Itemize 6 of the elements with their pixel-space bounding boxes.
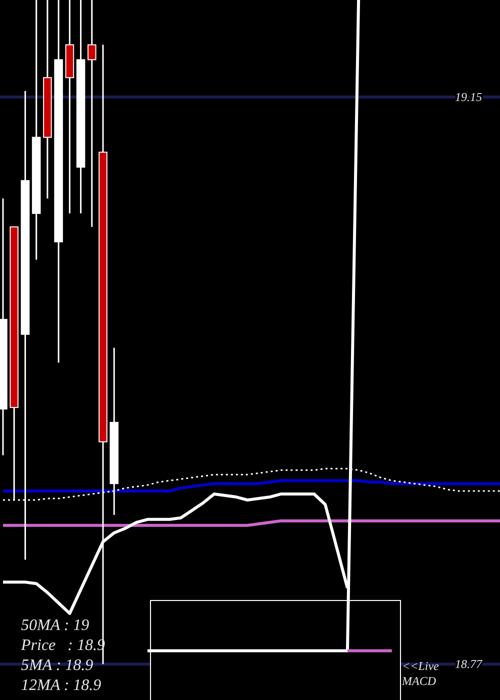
annotation: 5MA : 18.9 [21, 657, 94, 674]
annotation: 12MA : 18.9 [21, 677, 102, 694]
y-tick-label: 18.77 [455, 657, 483, 672]
annotation: <<Live MACD [401, 659, 440, 688]
y-tick-label: 19.15 [455, 90, 482, 104]
annotation: 50MA : 19 [21, 617, 90, 634]
